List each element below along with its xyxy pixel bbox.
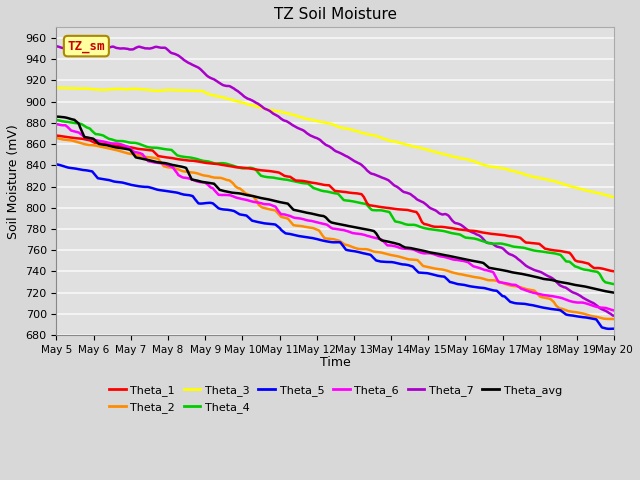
Y-axis label: Soil Moisture (mV): Soil Moisture (mV) <box>7 124 20 239</box>
Legend: Theta_1, Theta_2, Theta_3, Theta_4, Theta_5, Theta_6, Theta_7, Theta_avg: Theta_1, Theta_2, Theta_3, Theta_4, Thet… <box>104 381 566 417</box>
X-axis label: Time: Time <box>320 356 351 369</box>
Title: TZ Soil Moisture: TZ Soil Moisture <box>274 7 397 22</box>
Text: TZ_sm: TZ_sm <box>68 39 105 53</box>
